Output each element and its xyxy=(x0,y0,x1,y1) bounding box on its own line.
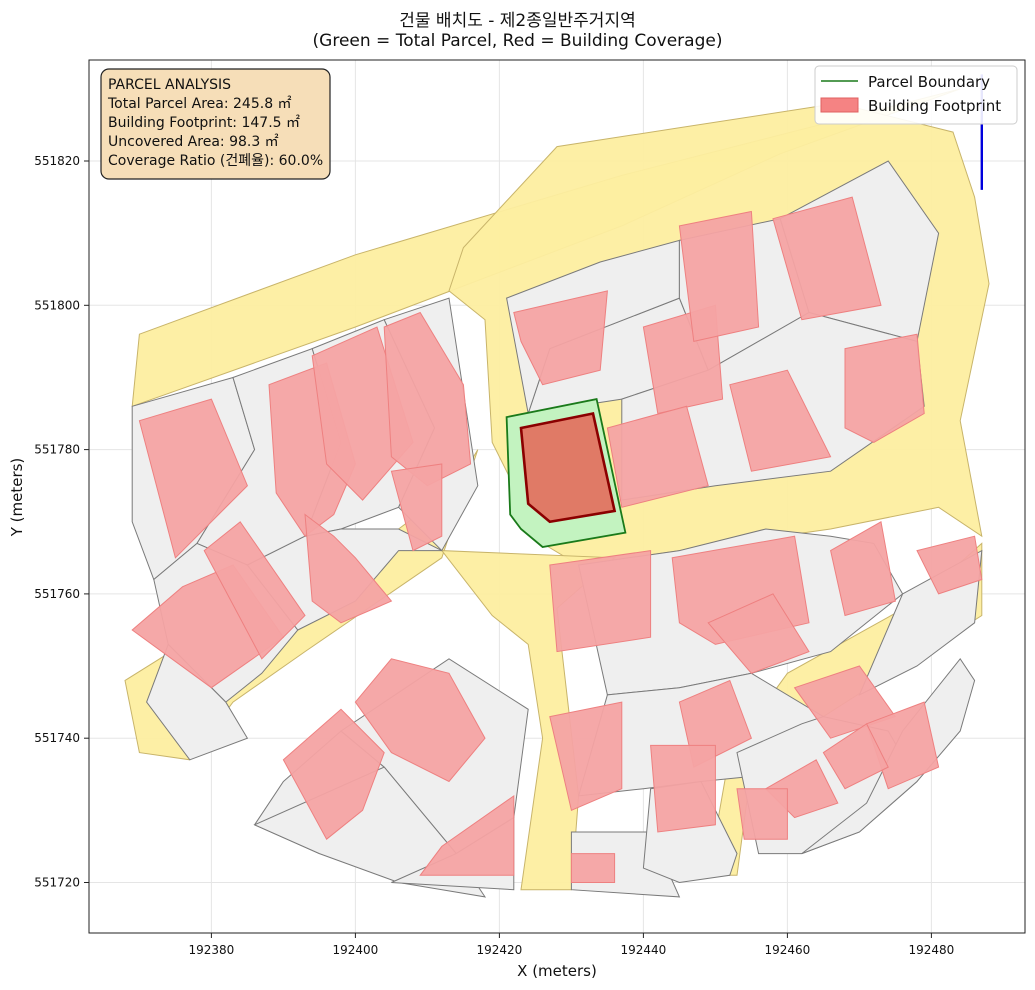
neighbor-building xyxy=(549,550,652,653)
neighbor-building xyxy=(729,369,832,472)
neighbor-building xyxy=(304,513,393,624)
neighbor-building xyxy=(419,794,515,876)
map-content xyxy=(124,74,990,898)
info-uncovered: Uncovered Area: 98.3 ㎡ xyxy=(108,134,279,150)
neighbor-building xyxy=(383,311,472,487)
neighbor-building xyxy=(830,521,896,617)
neighbor-parcel xyxy=(801,657,976,855)
legend-building-label: Building Footprint xyxy=(868,97,1001,115)
neighbor-building xyxy=(549,701,623,811)
legend-frame xyxy=(814,65,1018,125)
neighbor-building xyxy=(203,521,306,660)
neighbor-parcel xyxy=(146,643,249,761)
legend: Parcel Boundary Building Footprint xyxy=(814,65,1018,125)
info-box-frame xyxy=(100,68,331,180)
info-total-area: Total Parcel Area: 245.8 ㎡ xyxy=(107,96,292,112)
neighbor-building xyxy=(354,658,486,783)
neighbor-building xyxy=(678,210,760,343)
y-tick-label: 551760 xyxy=(34,587,80,601)
neighbor-building xyxy=(736,788,788,840)
neighbor-building xyxy=(707,593,810,674)
x-tick-label: 192380 xyxy=(188,943,234,957)
map-subtitle: (Green = Total Parcel, Red = Building Co… xyxy=(312,31,723,51)
x-tick-label: 192460 xyxy=(764,943,810,957)
axis-ticks: 192380 192400 192420 192440 192460 192480 5517… xyxy=(34,154,954,957)
neighbor-building xyxy=(916,535,983,595)
info-heading: PARCEL ANALYSIS xyxy=(108,77,231,93)
neighbor-building xyxy=(570,853,616,883)
x-tick-label: 192440 xyxy=(620,943,666,957)
neighbor-building xyxy=(513,290,608,386)
info-footprint: Building Footprint: 147.5 ㎡ xyxy=(108,115,300,131)
neighbor-building xyxy=(844,333,925,443)
neighbor-building xyxy=(282,708,385,840)
neighbor-buildings xyxy=(131,196,983,883)
neighbor-building xyxy=(138,398,248,559)
x-tick-label: 192400 xyxy=(332,943,378,957)
legend-parcel-label: Parcel Boundary xyxy=(868,73,990,91)
neighbor-building xyxy=(390,463,443,552)
neighbor-building xyxy=(822,723,889,790)
info-coverage: Coverage Ratio (건폐율): 60.0% xyxy=(108,153,323,169)
x-tick-label: 192480 xyxy=(908,943,954,957)
neighbor-building xyxy=(606,405,709,508)
map-title: 건물 배치도 - 제2종일반주거지역 xyxy=(399,11,636,31)
plot-frame xyxy=(88,59,1026,934)
y-tick-label: 551800 xyxy=(34,298,80,312)
info-box: PARCEL ANALYSIS Total Parcel Area: 245.8… xyxy=(100,68,331,180)
neighbor-building xyxy=(650,744,716,833)
y-tick-label: 551820 xyxy=(34,154,80,168)
y-axis-label: Y (meters) xyxy=(8,458,26,538)
y-tick-label: 551780 xyxy=(34,443,80,457)
x-axis-label: X (meters) xyxy=(517,962,597,980)
y-tick-label: 551720 xyxy=(34,875,80,889)
y-tick-label: 551740 xyxy=(34,731,80,745)
x-tick-label: 192420 xyxy=(476,943,522,957)
legend-building-swatch xyxy=(820,97,859,113)
target-building xyxy=(519,411,617,524)
neighbor-building xyxy=(772,196,882,321)
